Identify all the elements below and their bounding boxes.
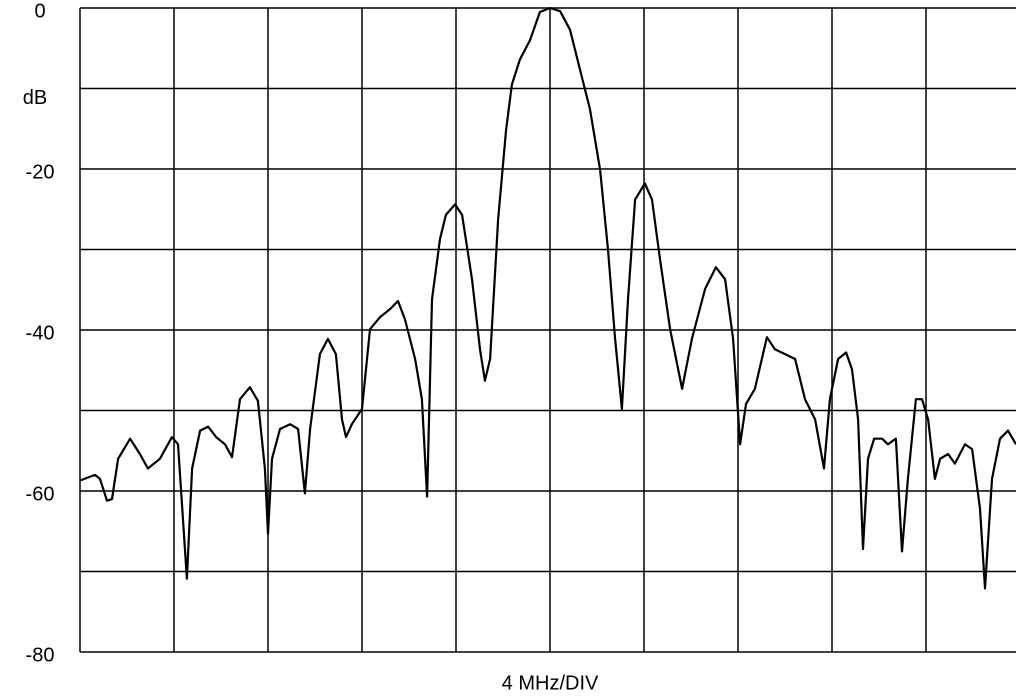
y-tick-label: -80: [26, 644, 55, 666]
x-axis-label: 4 MHz/DIV: [502, 672, 599, 694]
y-tick-label: 0: [34, 0, 45, 22]
y-tick-label: -60: [26, 483, 55, 505]
y-tick-label: -20: [26, 161, 55, 183]
y-tick-label: -40: [26, 322, 55, 344]
y-axis-label: dB: [23, 87, 47, 109]
trace: [79, 6, 1016, 590]
